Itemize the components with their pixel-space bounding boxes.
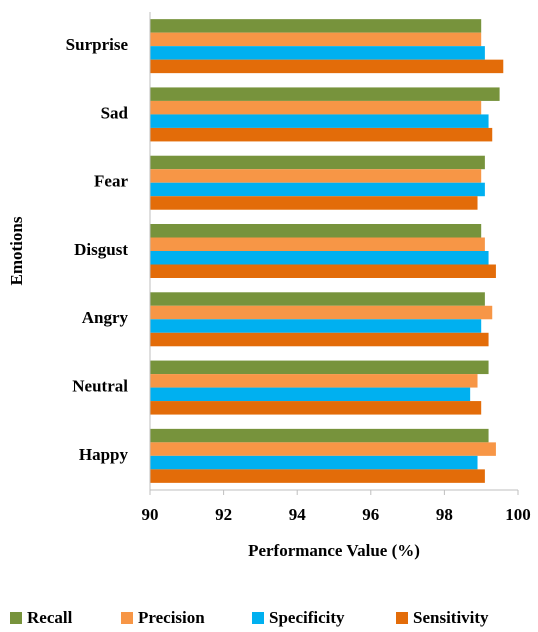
- y-tick-label: Neutral: [72, 376, 128, 395]
- y-tick-label: Sad: [101, 103, 129, 122]
- x-tick-label: 90: [142, 505, 159, 524]
- bar: [150, 442, 496, 456]
- bar: [150, 305, 493, 320]
- bar: [150, 224, 482, 238]
- legend-swatch: [10, 612, 22, 624]
- legend-label: Recall: [27, 608, 73, 627]
- y-tick-label: Surprise: [66, 35, 129, 54]
- bar: [150, 374, 478, 388]
- legend-label: Sensitivity: [413, 608, 489, 627]
- bar: [150, 428, 489, 443]
- bar: [150, 292, 485, 306]
- y-tick-label: Angry: [82, 308, 129, 327]
- bar: [150, 332, 489, 347]
- legend-label: Specificity: [269, 608, 345, 627]
- bar: [150, 100, 482, 115]
- bar: [150, 46, 485, 60]
- y-axis-title: Emotions: [7, 216, 26, 285]
- x-tick-label: 100: [505, 505, 531, 524]
- bar: [150, 469, 485, 483]
- bar: [150, 196, 478, 210]
- bar: [150, 264, 496, 278]
- y-tick-label: Disgust: [74, 240, 128, 259]
- bar: [150, 32, 482, 47]
- x-tick-label: 96: [362, 505, 379, 524]
- bar: [150, 19, 482, 33]
- x-axis-title: Performance Value (%): [248, 541, 420, 560]
- legend-label: Precision: [138, 608, 205, 627]
- legend-swatch: [252, 612, 264, 624]
- y-tick-label: Happy: [79, 445, 129, 464]
- x-tick-label: 92: [215, 505, 232, 524]
- bar: [150, 455, 478, 470]
- legend-swatch: [121, 612, 133, 624]
- x-tick-label: 94: [289, 505, 307, 524]
- bar: [150, 319, 482, 333]
- y-tick-label: Fear: [94, 172, 128, 191]
- bar: [150, 87, 500, 101]
- bar: [150, 114, 489, 128]
- bar: [150, 360, 489, 375]
- legend-swatch: [396, 612, 408, 624]
- bar: [150, 237, 485, 251]
- bar: [150, 182, 485, 197]
- bar: [150, 59, 504, 74]
- bar: [150, 387, 471, 402]
- x-tick-label: 98: [436, 505, 453, 524]
- bar: [150, 155, 485, 170]
- bar: [150, 251, 489, 265]
- bar: [150, 401, 482, 415]
- bar: [150, 127, 493, 142]
- bar: [150, 169, 482, 183]
